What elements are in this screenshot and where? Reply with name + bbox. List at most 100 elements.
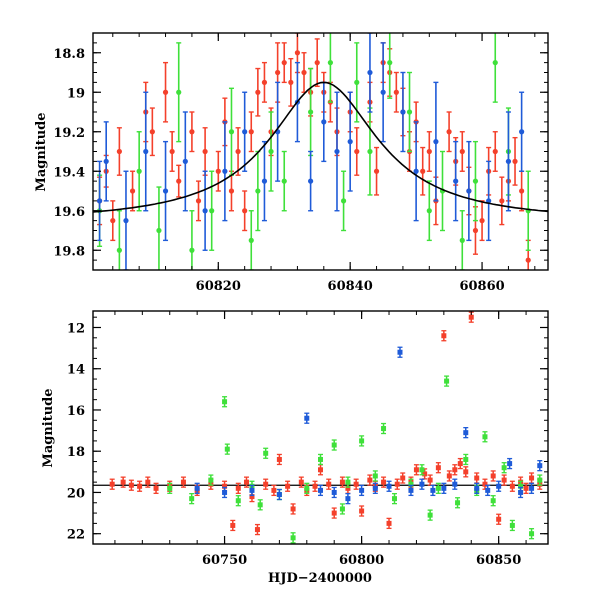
bottom-point-red <box>254 527 260 533</box>
top-point-red <box>459 148 465 155</box>
bottom-point-red <box>128 482 134 488</box>
bottom-point-green <box>167 485 173 491</box>
top-point-blue <box>321 119 327 125</box>
top-point-blue <box>308 178 314 184</box>
top-point-red <box>314 60 320 66</box>
bottom-point-green <box>224 446 230 452</box>
bottom-point-red <box>435 465 441 471</box>
bottom-point-red <box>137 483 143 489</box>
bottom-point-blue <box>474 485 480 491</box>
top-point-red <box>288 79 294 85</box>
bottom-point-red <box>345 485 351 491</box>
bottom-point-red <box>353 481 359 487</box>
top-point-blue <box>367 69 373 76</box>
bottom-point-red <box>441 333 447 339</box>
top-point-green <box>228 129 235 135</box>
top-ticks: 60820 60840 60860 18.8 19 19.2 19.4 19.6 19.8 <box>53 33 548 294</box>
bottom-point-green <box>359 438 365 444</box>
bottom-ticks: 60750 60800 60850 12 14 16 18 20 22 <box>67 311 548 568</box>
top-x-tick-label: 60820 <box>196 279 241 294</box>
bottom-point-blue <box>452 481 458 487</box>
top-point-green <box>156 227 162 234</box>
top-point-red <box>248 129 254 135</box>
bottom-point-red <box>180 479 186 485</box>
top-point-green <box>354 79 360 85</box>
bottom-point-blue <box>496 483 502 489</box>
top-point-red <box>373 168 380 174</box>
bottom-point-red <box>496 516 502 522</box>
top-point-green <box>136 168 142 174</box>
bottom-point-green <box>529 531 535 537</box>
bottom-point-red <box>394 481 400 487</box>
top-point-red <box>169 148 175 155</box>
bottom-point-red <box>153 485 159 491</box>
bottom-y-tick-label: 22 <box>67 528 85 543</box>
top-point-green <box>459 237 465 243</box>
bottom-y-tick-label: 14 <box>67 363 85 378</box>
top-point-red <box>281 60 287 66</box>
top-point-green <box>176 89 182 95</box>
bottom-point-green <box>444 378 450 384</box>
top-point-red <box>472 227 479 234</box>
top-point-red <box>242 208 248 214</box>
bottom-point-red <box>249 494 255 500</box>
bottom-point-red <box>367 477 373 483</box>
bottom-point-blue <box>419 481 425 487</box>
top-point-red <box>162 89 169 95</box>
bottom-point-red <box>222 483 228 489</box>
bottom-point-green <box>392 496 398 502</box>
bottom-point-blue <box>518 489 524 495</box>
bottom-point-red <box>501 477 507 483</box>
bottom-point-red <box>298 479 304 485</box>
top-point-red <box>294 50 301 56</box>
bottom-point-blue <box>276 492 282 498</box>
bottom-point-red <box>413 467 419 473</box>
bottom-point-green <box>345 479 351 485</box>
top-point-red <box>420 168 426 174</box>
bottom-point-blue <box>304 415 310 421</box>
top-point-blue <box>453 178 459 184</box>
bottom-point-red <box>490 473 496 479</box>
bottom-point-blue <box>386 483 392 489</box>
top-y-tick-label: 19.6 <box>53 205 85 220</box>
bottom-point-red <box>230 522 236 528</box>
top-point-blue <box>182 158 188 164</box>
bottom-point-blue <box>507 461 513 467</box>
bottom-point-red <box>109 481 115 487</box>
bottom-y-axis-label: Magnitude <box>41 388 56 467</box>
bottom-point-red <box>276 456 282 462</box>
top-point-green <box>426 208 432 214</box>
bottom-point-green <box>435 485 441 491</box>
top-point-green <box>327 60 333 66</box>
bottom-point-blue <box>372 485 378 491</box>
bottom-point-blue <box>397 349 403 355</box>
bottom-point-green <box>257 502 263 508</box>
bottom-point-blue <box>441 485 447 491</box>
top-point-blue <box>400 109 406 115</box>
top-point-green <box>116 247 122 253</box>
top-point-green <box>281 178 287 184</box>
bottom-point-blue <box>463 430 469 436</box>
bottom-point-red <box>290 506 296 512</box>
bottom-point-red <box>381 479 387 485</box>
top-point-green <box>268 148 274 155</box>
bottom-point-red <box>452 467 458 473</box>
top-point-red <box>202 148 208 155</box>
top-point-red <box>235 148 241 155</box>
top-model-curve <box>93 81 548 213</box>
bottom-point-green <box>509 522 515 528</box>
top-point-red <box>492 148 498 155</box>
top-point-red <box>176 178 182 184</box>
top-x-tick-label: 60860 <box>459 279 504 294</box>
bottom-point-green <box>482 434 488 440</box>
bottom-y-tick-label: 12 <box>67 321 85 336</box>
bottom-point-blue <box>359 487 365 493</box>
bottom-point-red <box>243 479 249 485</box>
top-point-red <box>499 198 505 204</box>
bottom-point-blue <box>194 485 200 491</box>
top-point-green <box>189 247 195 253</box>
bottom-point-red <box>318 467 323 473</box>
bottom-point-green <box>290 535 296 541</box>
bottom-point-red <box>446 473 452 479</box>
